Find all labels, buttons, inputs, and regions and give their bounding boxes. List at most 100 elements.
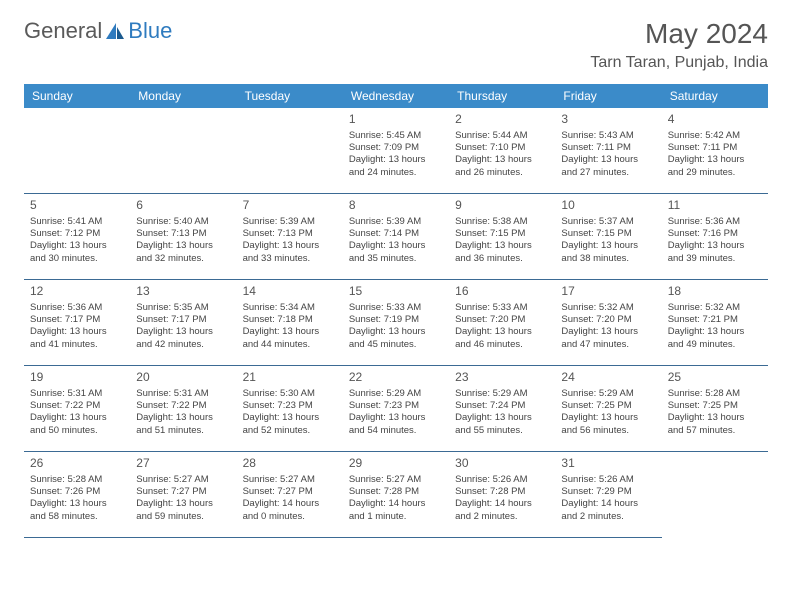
sunrise-text: Sunrise: 5:32 AM (561, 302, 655, 314)
brand-part1: General (24, 18, 102, 44)
sunrise-text: Sunrise: 5:45 AM (349, 130, 443, 142)
day-number: 30 (455, 456, 549, 472)
sunset-text: Sunset: 7:10 PM (455, 142, 549, 154)
sunset-text: Sunset: 7:13 PM (136, 228, 230, 240)
sunrise-text: Sunrise: 5:31 AM (30, 388, 124, 400)
day-number: 12 (30, 284, 124, 300)
day-number: 24 (561, 370, 655, 386)
day-number: 31 (561, 456, 655, 472)
sunset-text: Sunset: 7:25 PM (561, 400, 655, 412)
day-cell: 2Sunrise: 5:44 AMSunset: 7:10 PMDaylight… (449, 108, 555, 194)
sunset-text: Sunset: 7:18 PM (243, 314, 337, 326)
daylight-text: Daylight: 14 hours and 0 minutes. (243, 498, 337, 523)
day-number: 16 (455, 284, 549, 300)
location: Tarn Taran, Punjab, India (590, 54, 768, 72)
daylight-text: Daylight: 13 hours and 52 minutes. (243, 412, 337, 437)
day-number: 26 (30, 456, 124, 472)
day-cell: 18Sunrise: 5:32 AMSunset: 7:21 PMDayligh… (662, 280, 768, 366)
sunset-text: Sunset: 7:27 PM (243, 486, 337, 498)
day-cell: 4Sunrise: 5:42 AMSunset: 7:11 PMDaylight… (662, 108, 768, 194)
title-block: May 2024 Tarn Taran, Punjab, India (590, 18, 768, 72)
daylight-text: Daylight: 13 hours and 33 minutes. (243, 240, 337, 265)
day-number: 22 (349, 370, 443, 386)
daylight-text: Daylight: 13 hours and 30 minutes. (30, 240, 124, 265)
daylight-text: Daylight: 13 hours and 58 minutes. (30, 498, 124, 523)
calendar: SundayMondayTuesdayWednesdayThursdayFrid… (24, 84, 768, 538)
day-cell: 19Sunrise: 5:31 AMSunset: 7:22 PMDayligh… (24, 366, 130, 452)
day-number: 3 (561, 112, 655, 128)
sunrise-text: Sunrise: 5:31 AM (136, 388, 230, 400)
day-cell: 31Sunrise: 5:26 AMSunset: 7:29 PMDayligh… (555, 452, 661, 538)
sunrise-text: Sunrise: 5:42 AM (668, 130, 762, 142)
sunset-text: Sunset: 7:23 PM (243, 400, 337, 412)
sunrise-text: Sunrise: 5:29 AM (561, 388, 655, 400)
day-cell: 29Sunrise: 5:27 AMSunset: 7:28 PMDayligh… (343, 452, 449, 538)
daylight-text: Daylight: 14 hours and 1 minute. (349, 498, 443, 523)
daylight-text: Daylight: 13 hours and 39 minutes. (668, 240, 762, 265)
sunrise-text: Sunrise: 5:27 AM (243, 474, 337, 486)
day-cell: 20Sunrise: 5:31 AMSunset: 7:22 PMDayligh… (130, 366, 236, 452)
daylight-text: Daylight: 13 hours and 24 minutes. (349, 154, 443, 179)
sunrise-text: Sunrise: 5:43 AM (561, 130, 655, 142)
weekday-header: Tuesday (237, 84, 343, 108)
sunset-text: Sunset: 7:28 PM (349, 486, 443, 498)
day-number: 27 (136, 456, 230, 472)
day-cell: 30Sunrise: 5:26 AMSunset: 7:28 PMDayligh… (449, 452, 555, 538)
day-number: 10 (561, 198, 655, 214)
daylight-text: Daylight: 13 hours and 57 minutes. (668, 412, 762, 437)
day-cell: 27Sunrise: 5:27 AMSunset: 7:27 PMDayligh… (130, 452, 236, 538)
daylight-text: Daylight: 13 hours and 38 minutes. (561, 240, 655, 265)
sunrise-text: Sunrise: 5:27 AM (349, 474, 443, 486)
day-cell: 28Sunrise: 5:27 AMSunset: 7:27 PMDayligh… (237, 452, 343, 538)
empty-cell (130, 108, 236, 194)
day-number: 20 (136, 370, 230, 386)
sunrise-text: Sunrise: 5:39 AM (243, 216, 337, 228)
sunset-text: Sunset: 7:21 PM (668, 314, 762, 326)
sunset-text: Sunset: 7:17 PM (136, 314, 230, 326)
sunrise-text: Sunrise: 5:35 AM (136, 302, 230, 314)
sunset-text: Sunset: 7:20 PM (561, 314, 655, 326)
daylight-text: Daylight: 13 hours and 55 minutes. (455, 412, 549, 437)
day-cell: 8Sunrise: 5:39 AMSunset: 7:14 PMDaylight… (343, 194, 449, 280)
day-number: 2 (455, 112, 549, 128)
sunset-text: Sunset: 7:14 PM (349, 228, 443, 240)
sunset-text: Sunset: 7:20 PM (455, 314, 549, 326)
sunrise-text: Sunrise: 5:28 AM (668, 388, 762, 400)
day-cell: 25Sunrise: 5:28 AMSunset: 7:25 PMDayligh… (662, 366, 768, 452)
daylight-text: Daylight: 13 hours and 54 minutes. (349, 412, 443, 437)
day-cell: 6Sunrise: 5:40 AMSunset: 7:13 PMDaylight… (130, 194, 236, 280)
sunset-text: Sunset: 7:11 PM (561, 142, 655, 154)
weekday-header: Wednesday (343, 84, 449, 108)
day-number: 14 (243, 284, 337, 300)
sunrise-text: Sunrise: 5:36 AM (668, 216, 762, 228)
day-cell: 7Sunrise: 5:39 AMSunset: 7:13 PMDaylight… (237, 194, 343, 280)
weekday-header: Friday (555, 84, 661, 108)
sunset-text: Sunset: 7:27 PM (136, 486, 230, 498)
empty-cell (24, 108, 130, 194)
sunrise-text: Sunrise: 5:44 AM (455, 130, 549, 142)
day-cell: 22Sunrise: 5:29 AMSunset: 7:23 PMDayligh… (343, 366, 449, 452)
day-cell: 17Sunrise: 5:32 AMSunset: 7:20 PMDayligh… (555, 280, 661, 366)
sunrise-text: Sunrise: 5:29 AM (455, 388, 549, 400)
daylight-text: Daylight: 13 hours and 46 minutes. (455, 326, 549, 351)
sunrise-text: Sunrise: 5:30 AM (243, 388, 337, 400)
sunrise-text: Sunrise: 5:39 AM (349, 216, 443, 228)
sunrise-text: Sunrise: 5:34 AM (243, 302, 337, 314)
weekday-header-row: SundayMondayTuesdayWednesdayThursdayFrid… (24, 84, 768, 108)
day-cell: 14Sunrise: 5:34 AMSunset: 7:18 PMDayligh… (237, 280, 343, 366)
month-title: May 2024 (590, 18, 768, 50)
day-number: 21 (243, 370, 337, 386)
sunset-text: Sunset: 7:17 PM (30, 314, 124, 326)
weekday-header: Thursday (449, 84, 555, 108)
day-number: 1 (349, 112, 443, 128)
sunset-text: Sunset: 7:23 PM (349, 400, 443, 412)
sunset-text: Sunset: 7:16 PM (668, 228, 762, 240)
day-number: 19 (30, 370, 124, 386)
daylight-text: Daylight: 13 hours and 50 minutes. (30, 412, 124, 437)
daylight-text: Daylight: 13 hours and 47 minutes. (561, 326, 655, 351)
day-cell: 15Sunrise: 5:33 AMSunset: 7:19 PMDayligh… (343, 280, 449, 366)
daylight-text: Daylight: 13 hours and 59 minutes. (136, 498, 230, 523)
day-cell: 5Sunrise: 5:41 AMSunset: 7:12 PMDaylight… (24, 194, 130, 280)
weekday-header: Monday (130, 84, 236, 108)
sail-icon (104, 21, 126, 41)
